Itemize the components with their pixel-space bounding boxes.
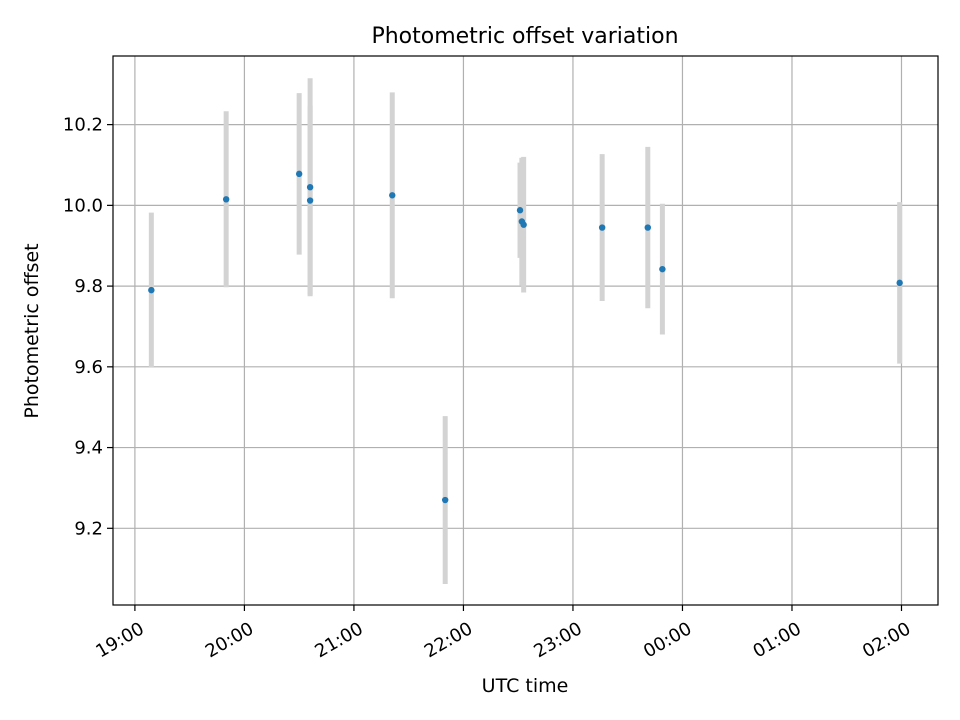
data-point [148, 286, 155, 294]
data-point [520, 221, 527, 228]
data-point [644, 224, 651, 231]
data-point [389, 192, 396, 199]
plot-frame [112, 55, 939, 606]
chart-title: Photometric offset variation [371, 24, 678, 49]
data-point [659, 265, 666, 273]
data-point [295, 170, 303, 178]
y-tick-label: 9.2 [74, 518, 103, 539]
y-axis-label: Photometric offset [21, 243, 43, 418]
data-point [896, 279, 903, 287]
y-tick-label: 10.2 [63, 115, 103, 136]
x-axis-ticks: 19:00 20:00 21:00 22:00 23:00 00:00 01:00 02:00 [92, 605, 914, 662]
x-tick-label: 23:00 [530, 618, 585, 662]
y-tick-label: 9.4 [74, 438, 103, 459]
data-point [222, 196, 230, 203]
x-tick-label: 02:00 [859, 618, 914, 662]
data-point [306, 183, 314, 191]
data-point [598, 224, 606, 231]
x-tick-label: 22:00 [421, 618, 476, 662]
y-tick-label: 9.6 [74, 357, 103, 378]
x-tick-label: 20:00 [202, 618, 257, 662]
error-bars [148, 78, 903, 585]
x-tick-label: 00:00 [640, 618, 695, 662]
x-tick-label: 21:00 [311, 618, 366, 662]
data-point [441, 496, 449, 504]
grid [113, 56, 938, 605]
data-point [516, 207, 524, 214]
x-tick-label: 01:00 [749, 618, 804, 662]
data-points [148, 170, 903, 504]
x-tick-label: 19:00 [92, 618, 147, 662]
x-axis-label: UTC time [482, 675, 569, 697]
y-tick-label: 10.0 [63, 195, 103, 216]
y-axis-ticks: 9.2 9.4 9.6 9.8 10.0 10.2 [63, 115, 113, 539]
y-tick-label: 9.8 [74, 276, 103, 297]
data-point [306, 197, 314, 204]
